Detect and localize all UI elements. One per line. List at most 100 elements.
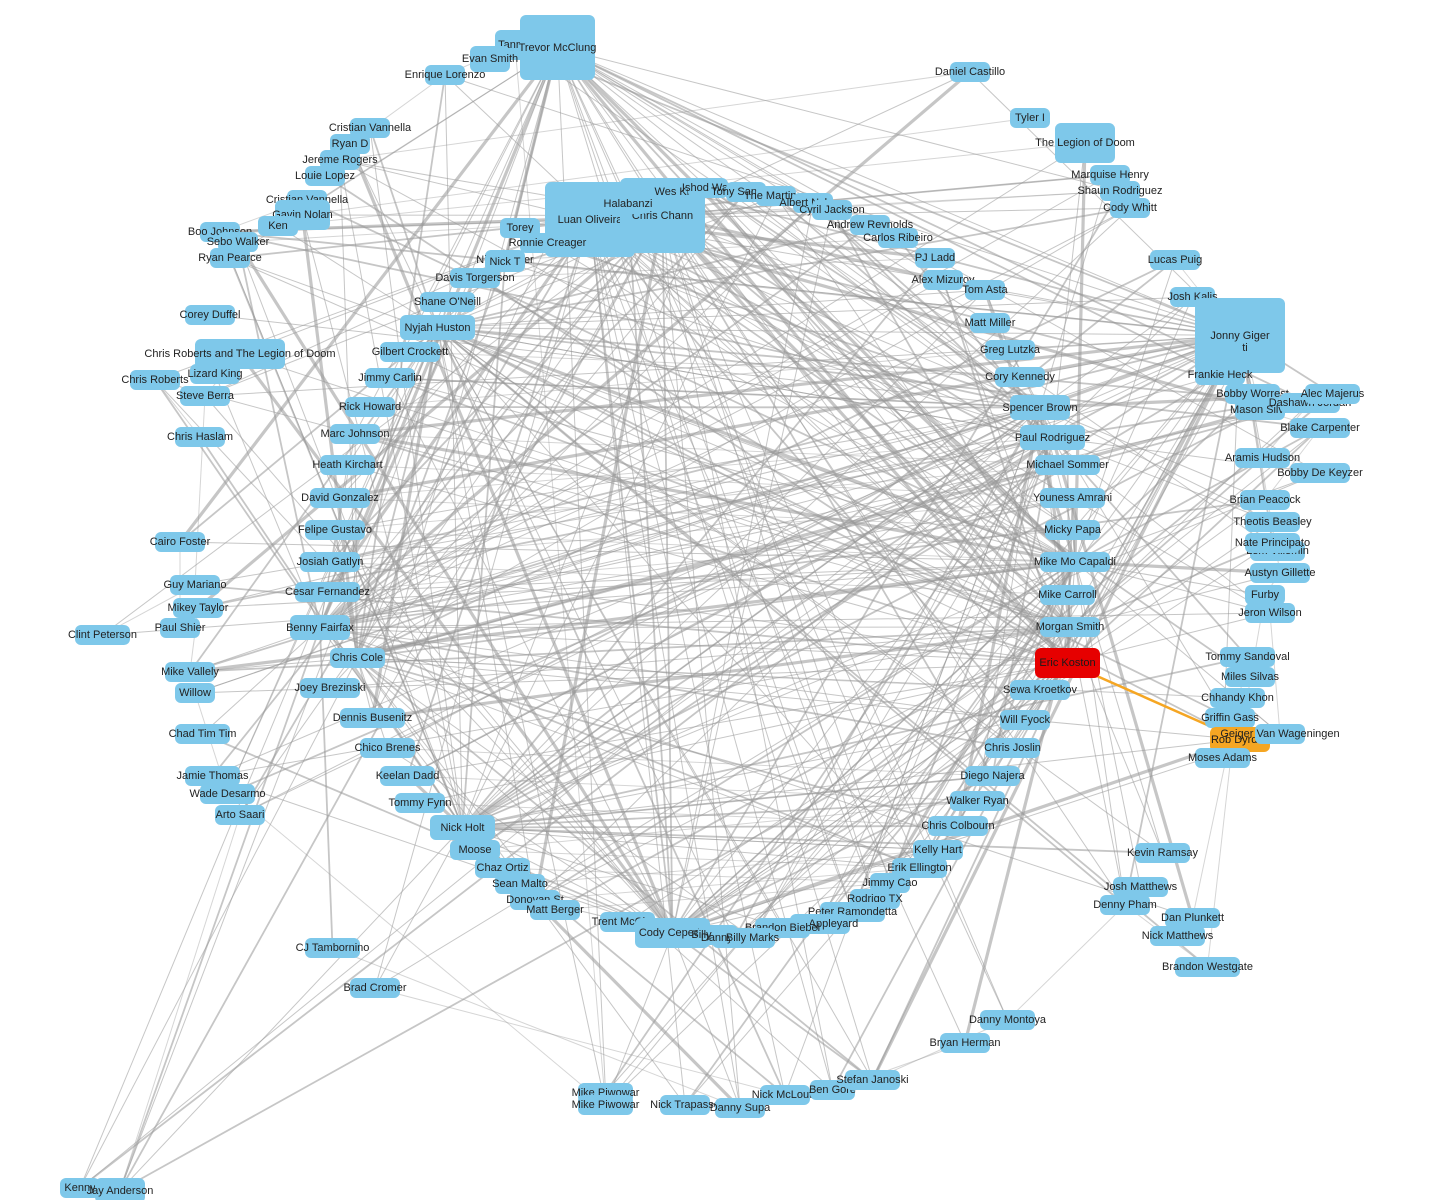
graph-node-dennis-busenitz[interactable]: Dennis Busenitz xyxy=(340,708,405,728)
graph-node-tommy-fynn[interactable]: Tommy Fynn xyxy=(395,793,445,813)
graph-node-heath-kirchart[interactable]: Heath Kirchart xyxy=(320,455,375,475)
graph-node-nick-trapasso[interactable]: Nick Trapasso xyxy=(660,1095,710,1115)
graph-node-griffin-gass[interactable]: Griffin Gass xyxy=(1205,708,1255,728)
graph-node-corey-duffel[interactable]: Corey Duffel xyxy=(185,305,235,325)
graph-node-felipe-gustavo[interactable]: Felipe Gustavo xyxy=(305,520,365,540)
graph-node-benny-fairfax[interactable]: Benny Fairfax xyxy=(290,615,350,640)
graph-node-eric-koston[interactable]: Eric Koston xyxy=(1035,648,1100,678)
graph-node-michael-sommer[interactable]: Michael Sommer xyxy=(1035,455,1100,475)
graph-node-jonny-giger[interactable]: Jonny Giger xyxy=(1195,298,1285,373)
graph-node-bobby-de-keyzer[interactable]: Bobby De Keyzer xyxy=(1290,463,1350,483)
graph-node-tyler-i[interactable]: Tyler I xyxy=(1010,108,1050,128)
graph-node-nick-matthews[interactable]: Nick Matthews xyxy=(1150,926,1205,946)
graph-node-halabanzi[interactable]: Halabanzi xyxy=(608,194,648,214)
graph-node-furby[interactable]: Furby xyxy=(1245,585,1285,605)
graph-node-arto-saari[interactable]: Arto Saari xyxy=(215,805,265,825)
graph-node-jimmy-carlin[interactable]: Jimmy Carlin xyxy=(365,368,415,388)
graph-node-mike-vallely[interactable]: Mike Vallely xyxy=(165,662,215,682)
graph-node-clint-peterson[interactable]: Clint Peterson xyxy=(75,625,130,645)
graph-node-louie-lopez[interactable]: Louie Lopez xyxy=(305,166,345,186)
graph-node-cody-whitt[interactable]: Cody Whitt xyxy=(1110,198,1150,218)
graph-node-blake-carpenter[interactable]: Blake Carpenter xyxy=(1290,418,1350,438)
graph-node-kenny[interactable]: Kenny xyxy=(60,1178,100,1198)
graph-node-nick-holt[interactable]: Nick Holt xyxy=(430,815,495,840)
graph-node-danny-supa[interactable]: Danny Supa xyxy=(715,1098,765,1118)
graph-node-chris-cole[interactable]: Chris Cole xyxy=(330,648,385,668)
graph-node-billy-marks[interactable]: Billy Marks xyxy=(730,928,775,948)
graph-node-guy-mariano[interactable]: Guy Mariano xyxy=(170,575,220,595)
graph-node-youness-amrani[interactable]: Youness Amrani xyxy=(1040,488,1105,508)
graph-node-nyjah-huston[interactable]: Nyjah Huston xyxy=(400,315,475,340)
graph-node-nick-t[interactable]: Nick T xyxy=(485,252,525,272)
graph-node-mike-piwowar2[interactable]: Mike Piwowar xyxy=(578,1095,633,1115)
graph-node-theotis-beasley[interactable]: Theotis Beasley xyxy=(1245,512,1300,532)
graph-node-greg-lutzka[interactable]: Greg Lutzka xyxy=(985,340,1035,360)
graph-node-cairo-foster[interactable]: Cairo Foster xyxy=(155,532,205,552)
graph-node-mike-mo-capaldi[interactable]: Mike Mo Capaldi xyxy=(1040,552,1110,572)
graph-node-ryan-pearce[interactable]: Ryan Pearce xyxy=(210,248,250,268)
graph-node-enrique-lorenzo[interactable]: Enrique Lorenzo xyxy=(425,65,465,85)
graph-node-chad-tim-tim[interactable]: Chad Tim Tim xyxy=(175,724,230,744)
graph-node-keelan-dadd[interactable]: Keelan Dadd xyxy=(380,766,435,786)
graph-node-will-fyock[interactable]: Will Fyock xyxy=(1000,710,1050,730)
graph-node-morgan-smith[interactable]: Morgan Smith xyxy=(1040,617,1100,637)
graph-node-danny-montoya[interactable]: Danny Montoya xyxy=(980,1010,1035,1030)
graph-node-walker-ryan[interactable]: Walker Ryan xyxy=(950,791,1005,811)
graph-node-hidden-ti[interactable]: ti xyxy=(1235,340,1255,355)
graph-node-steve-berra[interactable]: Steve Berra xyxy=(180,386,230,406)
graph-node-brandon-westgate[interactable]: Brandon Westgate xyxy=(1175,957,1240,977)
graph-node-bryan-herman[interactable]: Bryan Herman xyxy=(940,1033,990,1053)
graph-node-trevor-mcclung[interactable]: Trevor McClung xyxy=(520,15,595,80)
graph-node-jamie-thomas[interactable]: Jamie Thomas xyxy=(185,766,240,786)
graph-node-cyril-jackson[interactable]: Cyril Jackson xyxy=(812,200,852,220)
graph-node-shane-o-neill[interactable]: Shane O'Neill xyxy=(420,292,475,312)
graph-node-lizard-king[interactable]: Lizard King xyxy=(190,364,240,384)
graph-node-micky-papa[interactable]: Micky Papa xyxy=(1045,520,1100,540)
graph-node-dan-plunkett[interactable]: Dan Plunkett xyxy=(1165,908,1220,928)
graph-node-gilbert-crockett[interactable]: Gilbert Crockett xyxy=(380,342,440,362)
graph-node-chhandy-khon[interactable]: Chhandy Khon xyxy=(1210,688,1265,708)
graph-node-paul-rodriguez[interactable]: Paul Rodriguez xyxy=(1020,425,1085,450)
graph-node-mikey-taylor[interactable]: Mikey Taylor xyxy=(173,598,223,618)
graph-node-the-martinez[interactable]: The Martinez xyxy=(756,186,796,206)
graph-node-brad-cromer[interactable]: Brad Cromer xyxy=(350,978,400,998)
graph-node-kelly-hart[interactable]: Kelly Hart xyxy=(913,840,963,860)
graph-node-tommy-sandoval[interactable]: Tommy Sandoval xyxy=(1220,647,1275,667)
graph-node-daniel-castillo[interactable]: Daniel Castillo xyxy=(950,62,990,82)
graph-node-sewa-kroetkov[interactable]: Sewa Kroetkov xyxy=(1010,680,1070,700)
graph-node-paul-shier[interactable]: Paul Shier xyxy=(160,618,200,638)
graph-node-mike-carroll[interactable]: Mike Carroll xyxy=(1040,585,1095,605)
graph-node-nate-principato[interactable]: Nate Principato xyxy=(1245,533,1300,553)
graph-node-moose[interactable]: Moose xyxy=(450,840,500,860)
graph-node-mason-silva[interactable]: Mason Silva xyxy=(1235,400,1285,420)
graph-node-matt-miller[interactable]: Matt Miller xyxy=(970,313,1010,333)
graph-node-alex-mizurov[interactable]: Alex Mizurov xyxy=(923,270,963,290)
graph-node-chico-brenes[interactable]: Chico Brenes xyxy=(360,738,415,758)
graph-node-ronnie-creager[interactable]: Ronnie Creager xyxy=(520,233,575,253)
graph-node-chris-haslam[interactable]: Chris Haslam xyxy=(175,427,225,447)
graph-node-cj-tambornino[interactable]: CJ Tambornino xyxy=(305,938,360,958)
graph-node-the-legion-of-doom[interactable]: The Legion of Doom xyxy=(1055,123,1115,163)
graph-node-willow[interactable]: Willow xyxy=(175,683,215,703)
graph-node-geiger-van-wageningen[interactable]: Geiger Van Wageningen xyxy=(1255,724,1305,744)
graph-node-pj-ladd[interactable]: PJ Ladd xyxy=(915,248,955,268)
graph-node-chris-colbourn[interactable]: Chris Colbourn xyxy=(928,816,988,836)
graph-node-jeron-wilson[interactable]: Jeron Wilson xyxy=(1245,603,1295,623)
graph-node-cory-kennedy[interactable]: Cory Kennedy xyxy=(995,367,1045,387)
graph-node-jay-anderson[interactable]: Jay Anderson xyxy=(95,1178,145,1200)
graph-node-rick-howard[interactable]: Rick Howard xyxy=(345,397,395,417)
graph-node-aramis-hudson[interactable]: Aramis Hudson xyxy=(1235,448,1290,468)
graph-node-spencer-brown[interactable]: Spencer Brown xyxy=(1010,395,1070,420)
graph-node-cesar-fernandez[interactable]: Cesar Fernandez xyxy=(295,582,360,602)
graph-node-austyn-gillette[interactable]: Austyn Gillette xyxy=(1250,563,1310,583)
graph-node-josiah-gatlyn[interactable]: Josiah Gatlyn xyxy=(300,552,360,572)
graph-node-nick-mclouth[interactable]: Nick McLouth xyxy=(760,1085,810,1105)
graph-node-stefan-janoski[interactable]: Stefan Janoski xyxy=(845,1070,900,1090)
graph-node-alec-majerus[interactable]: Alec Majerus xyxy=(1305,384,1360,404)
graph-node-kevin-ramsay[interactable]: Kevin Ramsay xyxy=(1135,843,1190,863)
graph-node-miles-silvas[interactable]: Miles Silvas xyxy=(1225,667,1275,687)
graph-node-chris-roberts[interactable]: Chris Roberts xyxy=(130,370,180,390)
graph-node-david-gonzalez[interactable]: David Gonzalez xyxy=(310,488,370,508)
graph-node-brian-peacock[interactable]: Brian Peacock xyxy=(1240,490,1290,510)
graph-node-lucas-puig[interactable]: Lucas Puig xyxy=(1150,250,1200,270)
